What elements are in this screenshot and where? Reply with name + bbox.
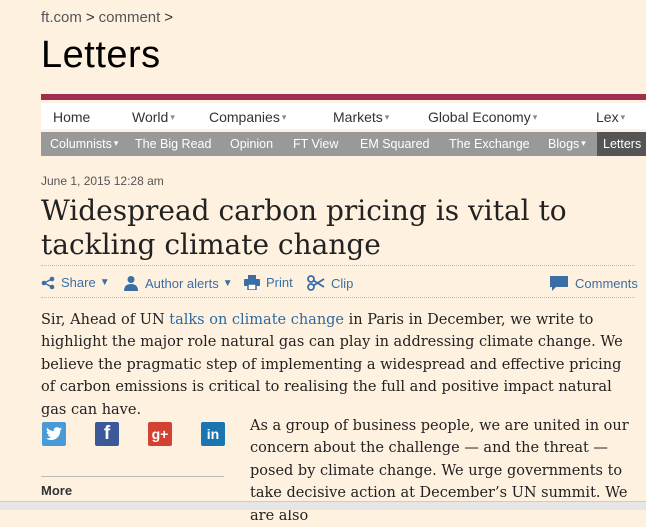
chevron-down-icon: ▾ [170, 112, 175, 122]
chevron-down-icon: ▼ [222, 277, 233, 289]
nav-item-companies[interactable]: Companies ▾ [209, 109, 287, 125]
nav-item-markets[interactable]: Markets ▾ [333, 109, 390, 125]
horizontal-scrollbar[interactable] [0, 501, 646, 510]
share-button[interactable]: Share ▼ [41, 275, 110, 290]
tools-divider [41, 297, 635, 298]
share-icon [41, 276, 55, 289]
nav-item-world[interactable]: World ▾ [132, 109, 175, 125]
print-button[interactable]: Print [244, 275, 293, 290]
section-title[interactable]: Letters [41, 34, 161, 76]
comments-button[interactable]: Comments [549, 275, 638, 292]
article-tools: Share ▼ Author alerts ▼ Print Clip Comment… [41, 275, 638, 293]
chevron-down-icon: ▾ [113, 138, 119, 148]
subnav-item-the-exchange[interactable]: The Exchange [449, 137, 530, 151]
subnav-item-the-big-read[interactable]: The Big Read [135, 137, 212, 151]
scissors-icon [307, 275, 325, 291]
linkedin-icon: in [206, 426, 220, 442]
facebook-share-button[interactable]: f [95, 422, 119, 446]
subnav-item-opinion[interactable]: Opinion [230, 137, 274, 151]
subnav-item-columnists[interactable]: Columnists ▾ [50, 137, 119, 151]
nav-item-global-economy[interactable]: Global Economy ▾ [428, 109, 538, 125]
article-date: June 1, 2015 12:28 am [41, 174, 164, 188]
linkedin-share-button[interactable]: in [201, 422, 225, 446]
secondary-nav: Columnists ▾ The Big Read Opinion FT View… [41, 132, 646, 156]
breadcrumb-separator: > [85, 9, 95, 26]
article-paragraph-2: As a group of business people, we are un… [250, 418, 629, 524]
comment-bubble-icon [550, 276, 568, 291]
subnav-item-letters-active[interactable]: Letters [597, 132, 646, 156]
twitter-share-button[interactable] [42, 422, 66, 446]
breadcrumb-site-link[interactable]: ft.com [41, 9, 82, 26]
twitter-bird-icon [46, 427, 62, 440]
article-headline: Widespread carbon pricing is vital to ta… [41, 194, 567, 261]
chevron-down-icon: ▾ [532, 112, 538, 122]
breadcrumb-separator: > [164, 9, 174, 26]
climate-talks-link[interactable]: talks on climate change [169, 312, 345, 328]
author-alerts-button[interactable]: Author alerts ▼ [123, 275, 233, 291]
facebook-icon: f [103, 423, 111, 444]
subnav-item-blogs[interactable]: Blogs ▾ [548, 137, 586, 151]
chevron-down-icon: ▾ [384, 112, 390, 122]
google-plus-share-button[interactable]: g+ [148, 422, 172, 446]
primary-nav: Home World ▾ Companies ▾ Markets ▾ Global E… [41, 103, 646, 129]
breadcrumb-section-link[interactable]: comment [98, 9, 161, 26]
nav-item-home[interactable]: Home [53, 109, 91, 125]
chevron-down-icon: ▾ [620, 112, 626, 122]
chevron-down-icon: ▾ [581, 138, 586, 148]
section-accent-rule [41, 94, 646, 100]
subnav-item-em-squared[interactable]: EM Squared [360, 137, 430, 151]
clip-button[interactable]: Clip [307, 275, 353, 291]
person-icon [124, 276, 138, 291]
more-heading: More [41, 483, 73, 498]
headline-divider [41, 265, 635, 266]
article-paragraph-1: Sir, Ahead of UN talks on climate change… [41, 312, 623, 418]
chevron-down-icon: ▾ [281, 112, 287, 122]
google-plus-icon: g+ [151, 426, 169, 442]
more-divider [41, 476, 224, 477]
subnav-item-ft-view[interactable]: FT View [293, 137, 339, 151]
printer-icon [244, 275, 260, 290]
nav-item-lex[interactable]: Lex ▾ [596, 109, 626, 125]
breadcrumb: ft.com > comment > [41, 9, 177, 26]
chevron-down-icon: ▼ [99, 277, 110, 288]
